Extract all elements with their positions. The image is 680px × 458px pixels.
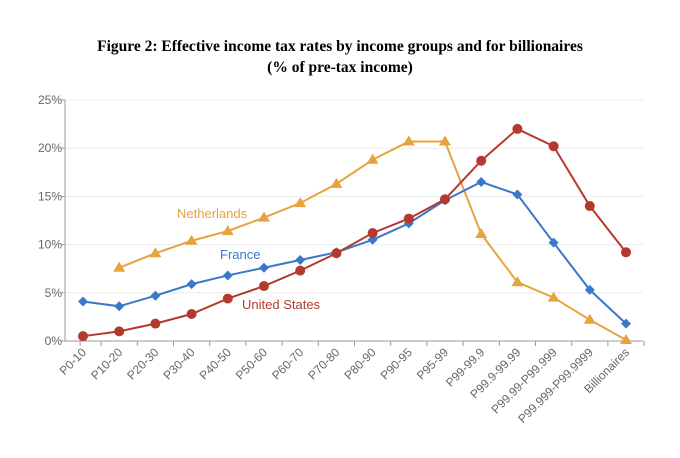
data-point <box>512 123 523 134</box>
chart-title: Figure 2: Effective income tax rates by … <box>0 36 680 78</box>
data-point <box>548 141 559 152</box>
data-point <box>186 309 197 320</box>
series-line-france <box>82 180 627 325</box>
data-point <box>547 291 560 302</box>
data-point <box>294 197 307 208</box>
data-point <box>222 293 233 304</box>
data-point <box>367 228 378 239</box>
series-label: Netherlands <box>177 206 248 221</box>
data-point <box>114 326 125 337</box>
data-point <box>511 276 524 287</box>
data-point <box>221 225 234 236</box>
data-point <box>259 262 269 273</box>
data-point <box>185 234 198 245</box>
x-tick-label: P10-20 <box>88 345 125 382</box>
data-point <box>222 270 233 281</box>
data-point <box>439 135 451 146</box>
y-tick-label: 10% <box>38 238 62 252</box>
data-point <box>258 211 270 222</box>
data-point <box>186 279 197 290</box>
data-point <box>584 201 595 212</box>
x-tick-label: P40-50 <box>197 345 234 382</box>
data-point <box>78 296 88 307</box>
data-point <box>440 194 450 205</box>
data-point <box>150 318 161 329</box>
data-point <box>620 334 632 345</box>
data-point <box>78 331 88 342</box>
y-tick-label: 5% <box>45 286 63 300</box>
series-label: United States <box>242 297 321 312</box>
data-point <box>512 189 523 200</box>
data-point <box>476 155 487 166</box>
x-tick-label: P80-90 <box>341 345 378 382</box>
y-tick-label: 0% <box>45 334 63 348</box>
x-tick-label: P30-40 <box>160 345 197 382</box>
data-point <box>548 237 559 248</box>
data-point <box>621 318 631 329</box>
data-point <box>295 255 306 266</box>
x-tick-label: P0-10 <box>57 345 90 378</box>
data-point <box>114 301 125 312</box>
data-point <box>403 213 414 224</box>
y-tick-label: 25% <box>38 93 62 107</box>
chart-title-text: Figure 2: Effective income tax rates by … <box>97 38 583 55</box>
y-tick-label: 15% <box>38 189 62 203</box>
data-point <box>584 284 595 295</box>
data-point <box>295 265 306 276</box>
x-tick-label: P20-30 <box>124 345 161 382</box>
data-point <box>475 227 488 238</box>
data-point <box>402 135 415 146</box>
data-point <box>331 248 342 259</box>
data-point <box>150 290 161 301</box>
y-tick-label: 20% <box>38 141 62 155</box>
data-point <box>583 313 596 324</box>
data-point <box>621 247 631 258</box>
series-line-united-states <box>82 127 627 338</box>
data-point <box>259 281 269 292</box>
x-tick-label: P70-80 <box>305 345 342 382</box>
data-point <box>366 153 379 164</box>
data-point <box>149 247 162 258</box>
x-tick-label: P60-70 <box>269 345 306 382</box>
x-tick-label: P50-60 <box>233 345 270 382</box>
data-point <box>113 261 126 272</box>
data-point <box>330 177 343 188</box>
chart-subtitle: (% of pre-tax income) <box>267 59 413 76</box>
series-label: France <box>220 247 260 262</box>
x-tick-label: P90-95 <box>378 345 415 382</box>
data-point <box>476 176 487 187</box>
